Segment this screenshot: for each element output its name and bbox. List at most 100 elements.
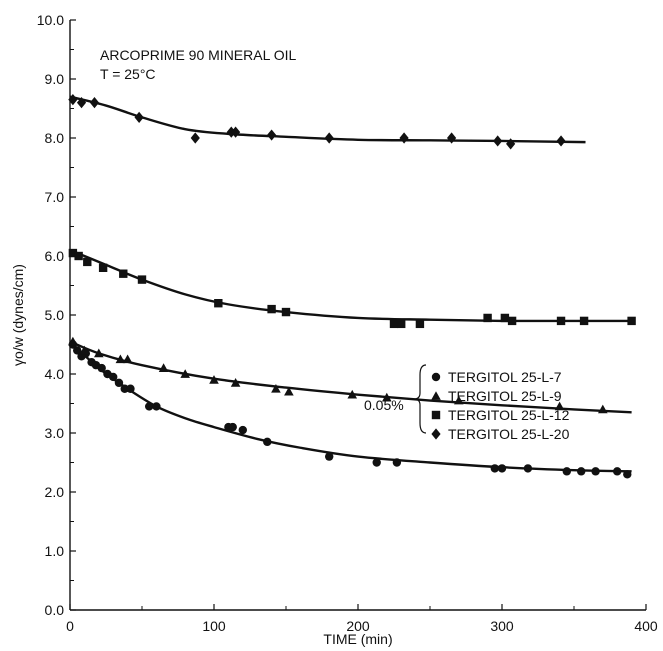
- data-point-diamond: [556, 135, 566, 147]
- legend-label: TERGITOL 25-L-9: [448, 388, 562, 404]
- data-point-triangle: [284, 386, 294, 396]
- data-point-diamond: [493, 135, 503, 147]
- data-point-triangle: [180, 369, 190, 378]
- data-point-diamond: [76, 97, 87, 109]
- data-point-diamond: [399, 132, 409, 144]
- data-point-triangle: [209, 375, 219, 384]
- data-point-square: [556, 316, 566, 326]
- data-point-triangle: [271, 383, 281, 393]
- annotation-temperature: T = 25°C: [100, 66, 156, 82]
- data-point-triangle: [158, 363, 169, 372]
- y-tick-label: 0.0: [45, 602, 65, 618]
- series-triangle: [68, 336, 632, 414]
- data-point-square: [397, 319, 406, 329]
- data-point-triangle: [598, 404, 608, 414]
- data-point-circle: [392, 458, 402, 467]
- annotation-oil: ARCOPRIME 90 MINERAL OIL: [100, 47, 297, 63]
- x-tick-label: 300: [490, 618, 514, 634]
- y-tick-label: 10.0: [37, 12, 64, 28]
- data-point-circle: [228, 422, 237, 432]
- y-tick-label: 4.0: [45, 366, 65, 382]
- legend: TERGITOL 25-L-7 TERGITOL 25-L-9 TERGITOL 2…: [364, 364, 570, 442]
- data-point-diamond: [506, 138, 516, 150]
- data-point-circle: [562, 467, 571, 476]
- legend-brace: [413, 364, 427, 434]
- data-point-diamond: [134, 111, 144, 123]
- data-point-square: [267, 304, 276, 314]
- data-point-square: [483, 313, 492, 323]
- data-point-triangle: [431, 391, 441, 400]
- data-point-square: [389, 319, 399, 329]
- data-point-circle: [623, 470, 632, 479]
- data-point-circle: [238, 425, 247, 435]
- data-point-diamond: [447, 132, 457, 144]
- legend-concentration-label: 0.05%: [364, 397, 404, 413]
- x-tick-label: 0: [66, 618, 74, 634]
- data-point-triangle: [79, 345, 90, 355]
- data-point-triangle: [115, 354, 126, 364]
- data-point-triangle: [347, 389, 358, 399]
- data-point-diamond: [231, 126, 241, 138]
- plot-area: 0.0 1.0 2.0 3.0 4.0 5.0 6.0 7.0 8.0 9.0 10.0 0 100 20…: [10, 12, 658, 647]
- data-point-circle: [97, 363, 106, 373]
- data-point-circle: [577, 467, 586, 476]
- y-tick-label: 5.0: [45, 307, 65, 323]
- data-point-circle: [613, 467, 622, 476]
- data-point-triangle: [230, 378, 241, 387]
- legend-label: TERGITOL 25-L-12: [448, 407, 570, 423]
- x-tick-label: 200: [346, 618, 370, 634]
- y-tick-label: 7.0: [45, 189, 65, 205]
- x-tick-label: 400: [634, 618, 658, 634]
- y-tick-label: 9.0: [45, 71, 65, 87]
- data-point-square: [74, 251, 83, 261]
- fit-curve: [69, 248, 632, 323]
- data-point-circle: [152, 402, 161, 411]
- data-point-circle: [372, 458, 381, 467]
- data-point-diamond: [68, 94, 78, 106]
- x-axis-title: TIME (min): [323, 631, 392, 647]
- data-point-square: [500, 313, 510, 323]
- data-point-circle: [114, 378, 124, 388]
- y-tick-label: 6.0: [45, 248, 65, 264]
- data-point-square: [627, 316, 636, 326]
- data-point-triangle: [94, 348, 104, 358]
- data-point-square: [281, 307, 291, 317]
- data-point-circle: [263, 437, 272, 447]
- data-point-square: [137, 275, 147, 284]
- data-point-square: [415, 319, 425, 329]
- data-point-diamond: [267, 129, 277, 141]
- data-point-circle: [591, 467, 600, 476]
- series-diamond: [68, 94, 586, 150]
- x-tick-label: 100: [202, 618, 226, 634]
- data-point-triangle: [382, 392, 392, 402]
- data-point-circle: [120, 384, 129, 393]
- y-tick-label: 1.0: [45, 543, 65, 559]
- data-point-circle: [523, 464, 533, 473]
- data-point-square: [214, 299, 223, 308]
- data-point-circle: [497, 464, 507, 473]
- data-point-circle: [490, 464, 499, 473]
- data-point-square: [119, 269, 128, 278]
- series-square: [68, 248, 636, 329]
- data-point-triangle: [122, 354, 133, 364]
- data-point-square: [431, 410, 441, 420]
- data-point-diamond: [324, 132, 334, 144]
- data-point-diamond: [89, 97, 100, 109]
- y-axis-title: γo/w (dynes/cm): [10, 264, 26, 366]
- data-point-square: [68, 248, 78, 258]
- data-point-triangle: [68, 336, 78, 346]
- data-point-diamond: [190, 132, 200, 144]
- data-point-circle: [109, 372, 118, 382]
- data-point-triangle: [554, 401, 565, 411]
- data-point-square: [83, 257, 92, 267]
- data-point-circle: [126, 384, 135, 393]
- data-point-circle: [73, 346, 82, 355]
- data-point-circle: [145, 402, 154, 411]
- y-tick-label: 2.0: [45, 484, 65, 500]
- y-tick-label: 8.0: [45, 130, 65, 146]
- data-point-circle: [431, 372, 441, 382]
- data-point-square: [579, 316, 589, 326]
- data-point-square: [507, 316, 517, 326]
- legend-label: TERGITOL 25-L-20: [448, 426, 570, 442]
